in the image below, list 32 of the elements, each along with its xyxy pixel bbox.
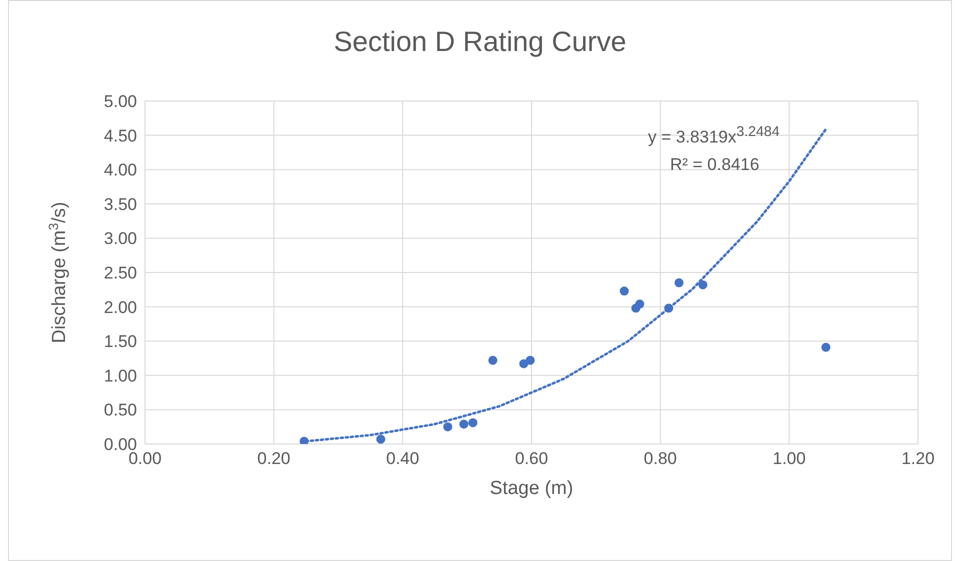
x-tick-label: 0.40	[386, 449, 420, 468]
point	[620, 286, 629, 296]
x-axis-title: Stage (m)	[490, 478, 574, 499]
point	[674, 278, 684, 288]
x-tick-label: 0.20	[257, 449, 290, 468]
point	[376, 434, 386, 444]
point	[635, 300, 644, 309]
x-tick-label: 0.00	[128, 449, 162, 468]
x-tick-label: 0.80	[644, 449, 677, 468]
y-tick-label: 0.50	[104, 400, 137, 420]
y-tick-label: 4.50	[104, 126, 137, 146]
y-tick-label: 2.50	[104, 264, 137, 283]
x-tick-label: 1.00	[772, 449, 806, 468]
point	[526, 356, 535, 365]
y-tick-label: 2.00	[104, 298, 137, 317]
point	[459, 420, 468, 429]
chart-title: Section D Rating Curve	[332, 26, 628, 58]
point	[698, 280, 708, 290]
y-tick-label: 5.00	[104, 92, 137, 112]
y-tick-label: 3.00	[104, 229, 137, 248]
point	[821, 342, 830, 352]
point	[488, 356, 498, 365]
point	[468, 418, 478, 428]
y-tick-label: 4.00	[104, 160, 137, 180]
annotation: R² = 0.8416	[670, 155, 760, 175]
y-tick-label: 1.00	[104, 366, 137, 386]
y-tick-label: 3.50	[104, 194, 137, 214]
x-tick-label: 1.20	[901, 449, 935, 468]
x-tick-label: 0.60	[514, 449, 548, 468]
annotation: y = 3.8319x$^{3.2484}$	[648, 124, 780, 148]
y-tick-label: 1.50	[104, 332, 137, 352]
point	[443, 422, 452, 432]
